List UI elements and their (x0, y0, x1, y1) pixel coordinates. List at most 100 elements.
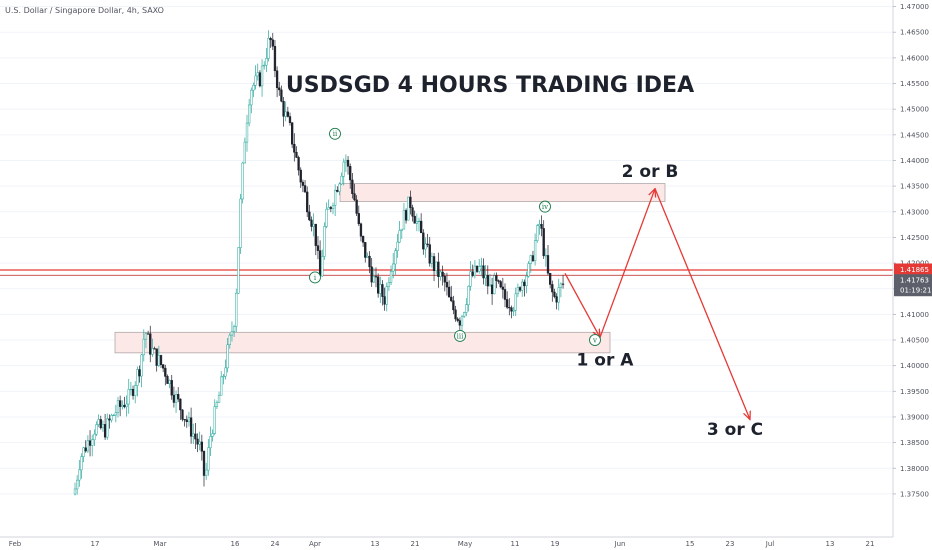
candle (172, 386, 176, 408)
candle-body (196, 438, 199, 445)
candle-body (168, 380, 171, 384)
candle-body (119, 400, 122, 407)
candle-body (475, 265, 479, 272)
y-tick-label: 1.40500 (900, 337, 929, 345)
candle-body (422, 232, 425, 250)
candle (84, 440, 87, 453)
candle-body (110, 415, 113, 421)
candle (263, 61, 266, 70)
candle (254, 65, 257, 90)
candle (396, 233, 399, 258)
candle (99, 415, 102, 430)
candle (275, 66, 279, 98)
candle (417, 217, 421, 232)
candle (525, 271, 528, 294)
candle (93, 429, 96, 446)
wave-label-ii: ii (329, 127, 341, 140)
candle (559, 282, 563, 298)
candle (368, 251, 371, 274)
candle (146, 330, 150, 335)
candle-body (465, 304, 468, 313)
candle (265, 48, 268, 73)
candle (561, 274, 565, 289)
candle (306, 186, 309, 218)
candle (329, 205, 333, 213)
candle-body (88, 440, 92, 446)
candle-body (181, 409, 184, 420)
candle-body (471, 271, 474, 276)
wave-label-circle (539, 200, 551, 213)
candle-body (357, 213, 360, 225)
candle-body (282, 100, 285, 117)
candle-body (228, 334, 231, 346)
candles (73, 30, 565, 496)
candle-body (97, 419, 100, 425)
candle (518, 286, 522, 293)
candle-body (209, 436, 212, 449)
candle-body (336, 189, 339, 192)
candle-body (155, 348, 158, 366)
candle-body (123, 404, 126, 408)
candle (293, 133, 296, 162)
candle (482, 258, 485, 285)
candle-body (95, 424, 98, 435)
wave-label-text: iv (542, 203, 548, 211)
candle-body (525, 275, 528, 287)
candle (450, 285, 453, 303)
wave-label-text: ii (333, 130, 338, 138)
candle (314, 223, 317, 256)
candle-body (127, 389, 130, 405)
last-price-badge (894, 274, 932, 297)
candle (325, 202, 328, 229)
candle-body (445, 281, 449, 288)
y-tick-label: 1.39500 (900, 388, 929, 396)
candle-body (559, 283, 563, 288)
y-tick-label: 1.39000 (900, 413, 929, 421)
candle (473, 260, 477, 279)
candle (295, 146, 298, 159)
candle (385, 282, 388, 312)
candle-body (116, 400, 120, 413)
candle (284, 101, 287, 122)
candle (245, 114, 249, 152)
x-tick-label: 19 (551, 540, 560, 548)
candle (490, 277, 494, 305)
candle (327, 199, 330, 210)
candle-body (454, 309, 457, 320)
candle-body (73, 488, 77, 495)
candle (538, 219, 541, 235)
candle (291, 122, 294, 149)
candle-body (385, 286, 388, 305)
candle-body (164, 367, 167, 377)
candle (366, 252, 369, 258)
y-tick-label: 1.44500 (900, 131, 929, 139)
candle (413, 210, 416, 224)
candle-body (523, 281, 526, 287)
x-tick-label: 21 (411, 540, 420, 548)
x-tick-label: 16 (231, 540, 240, 548)
candle-body (170, 380, 173, 396)
candle (478, 259, 481, 274)
candle-body (432, 256, 436, 271)
candle-body (409, 196, 412, 208)
candle-body (531, 255, 535, 262)
candle (430, 252, 434, 268)
candle-body (374, 276, 378, 278)
candle-body (159, 355, 163, 365)
candle (357, 205, 360, 227)
candle (202, 450, 206, 487)
candle (80, 453, 83, 479)
candle (91, 434, 94, 457)
candle (493, 272, 496, 295)
candle (273, 40, 277, 78)
candle (312, 213, 315, 237)
candle-body (112, 414, 115, 416)
candle-body (200, 441, 203, 452)
candle (86, 435, 90, 453)
candle (181, 409, 184, 422)
candle-body (134, 385, 137, 396)
candle-body (318, 250, 322, 277)
candle-body (224, 367, 227, 377)
candle-body (463, 312, 466, 317)
